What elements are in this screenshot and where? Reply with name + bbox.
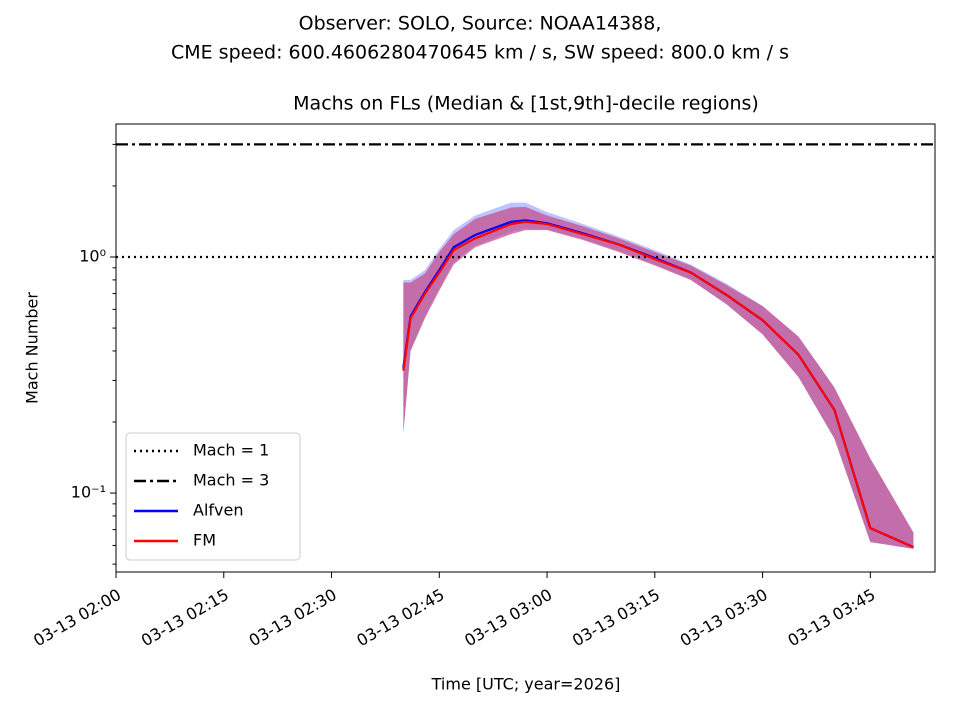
- x-tick-label: 03-13 02:15: [138, 585, 232, 650]
- plot-area: [116, 143, 935, 549]
- y-axis-label: Mach Number: [23, 292, 42, 404]
- x-axis-label: Time [UTC; year=2026]: [431, 675, 621, 694]
- legend: Mach = 1 Mach = 3 Alfven FM: [125, 432, 301, 561]
- suptitle: CME speed: 600.4606280470645 km / s, SW …: [171, 42, 789, 64]
- x-tick-label: 03-13 03:30: [677, 585, 771, 650]
- x-tick-label: 03-13 03:45: [784, 585, 878, 650]
- x-tick-label: 03-13 02:45: [353, 585, 447, 650]
- x-tick-label: 03-13 03:15: [569, 585, 663, 650]
- legend-label: FM: [193, 531, 216, 550]
- legend-label: Mach = 1: [193, 441, 269, 460]
- decile-band: [403, 206, 914, 549]
- y-tick-label: 10⁻¹: [71, 483, 106, 502]
- y-tick-label: 10⁰: [79, 247, 106, 266]
- plot-frame: [115, 123, 936, 573]
- legend-label: Mach = 3: [193, 471, 269, 490]
- x-tick-label: 03-13 03:00: [461, 585, 555, 650]
- series-line: [402, 220, 914, 549]
- chart-title: Machs on FLs (Median & [1st,9th]-decile …: [293, 93, 759, 115]
- x-tick-label: 03-13 02:00: [30, 585, 124, 650]
- legend-label: Alfven: [193, 501, 243, 520]
- legend-box: [125, 432, 301, 561]
- series-line: [402, 219, 914, 549]
- suptitle: Observer: SOLO, Source: NOAA14388,: [299, 13, 662, 35]
- x-tick-label: 03-13 02:30: [246, 585, 340, 650]
